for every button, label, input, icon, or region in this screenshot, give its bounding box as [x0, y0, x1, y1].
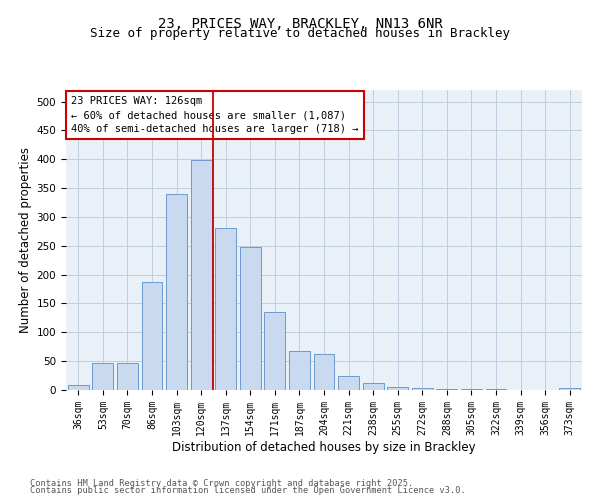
Bar — [142, 282, 163, 390]
Text: Contains HM Land Registry data © Crown copyright and database right 2025.: Contains HM Land Registry data © Crown c… — [30, 478, 413, 488]
Bar — [92, 364, 113, 390]
Bar — [289, 351, 310, 390]
Bar — [338, 376, 359, 390]
Bar — [215, 228, 236, 390]
Bar — [191, 160, 212, 390]
Text: 23, PRICES WAY, BRACKLEY, NN13 6NR: 23, PRICES WAY, BRACKLEY, NN13 6NR — [158, 18, 442, 32]
Text: Size of property relative to detached houses in Brackley: Size of property relative to detached ho… — [90, 28, 510, 40]
Bar — [436, 389, 457, 390]
Bar — [240, 248, 261, 390]
Bar — [68, 386, 89, 390]
X-axis label: Distribution of detached houses by size in Brackley: Distribution of detached houses by size … — [172, 440, 476, 454]
Bar — [314, 354, 334, 390]
Y-axis label: Number of detached properties: Number of detached properties — [19, 147, 32, 333]
Text: Contains public sector information licensed under the Open Government Licence v3: Contains public sector information licen… — [30, 486, 466, 495]
Bar — [362, 383, 383, 390]
Bar — [559, 388, 580, 390]
Bar — [117, 364, 138, 390]
Bar — [387, 387, 408, 390]
Bar — [265, 312, 286, 390]
Bar — [166, 194, 187, 390]
Text: 23 PRICES WAY: 126sqm
← 60% of detached houses are smaller (1,087)
40% of semi-d: 23 PRICES WAY: 126sqm ← 60% of detached … — [71, 96, 359, 134]
Bar — [412, 388, 433, 390]
